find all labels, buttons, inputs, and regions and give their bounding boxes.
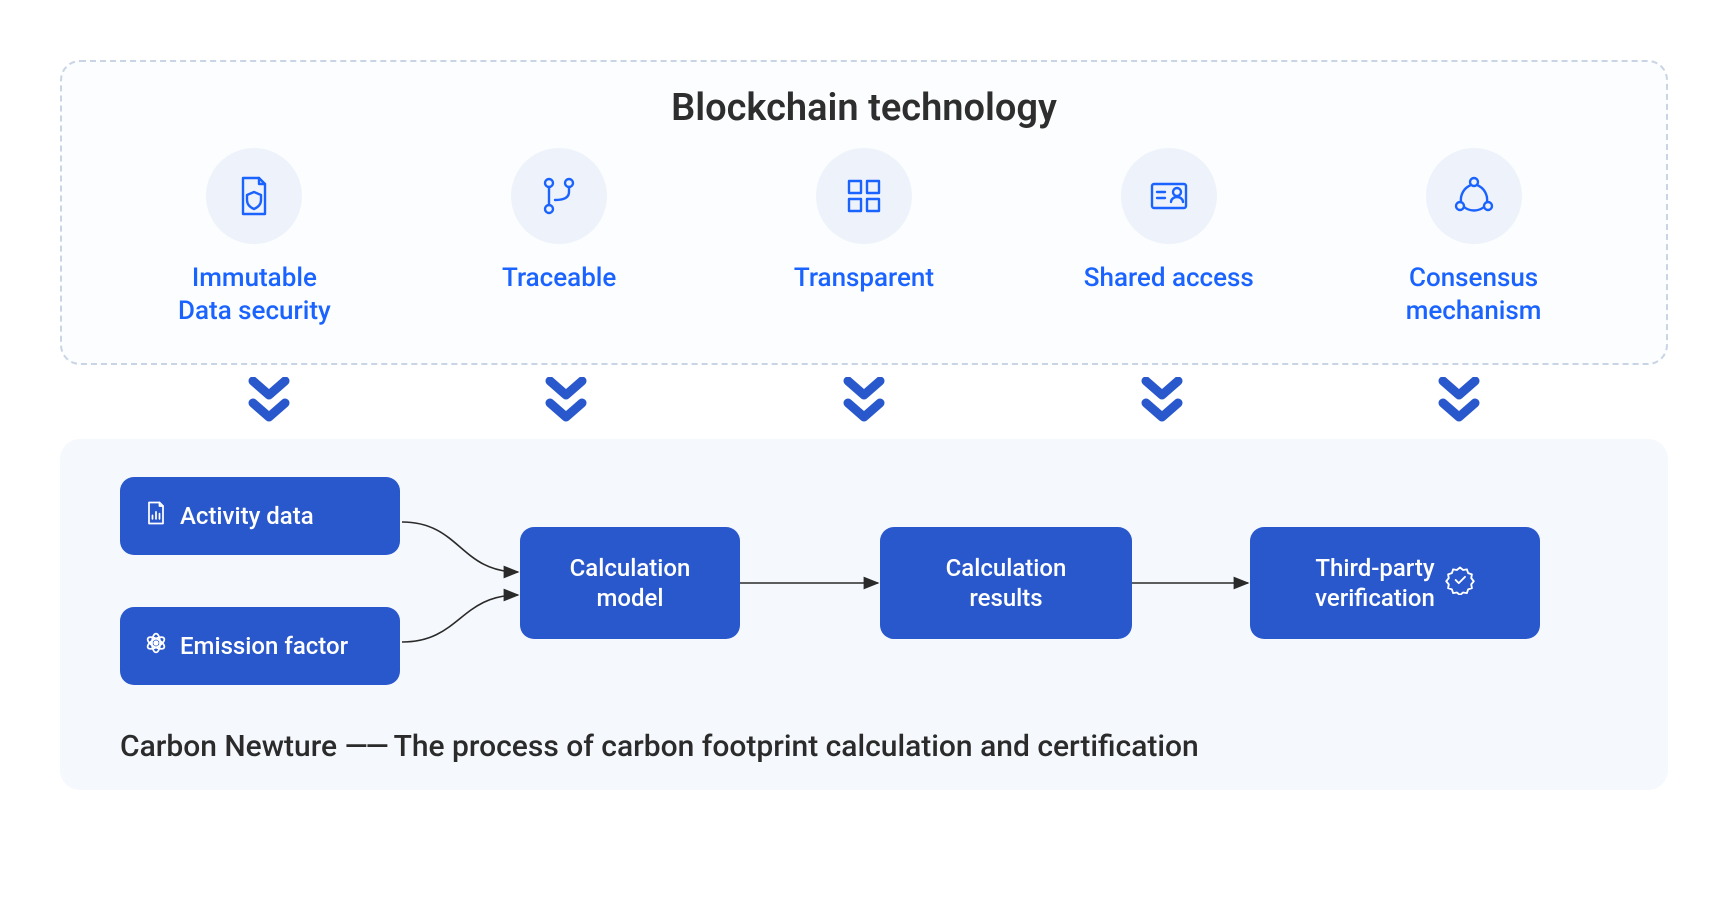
flow-area: Activity data Emission factor Calculation … [120, 477, 1608, 707]
process-panel: Activity data Emission factor Calculation … [60, 439, 1668, 790]
feature-label: Transparent [794, 262, 934, 295]
feature-item: Shared access [1016, 148, 1321, 295]
flow-box-label: Third-party verification [1315, 553, 1435, 613]
chevron-down-icon [120, 377, 418, 427]
chevron-down-icon [715, 377, 1013, 427]
feature-label: Traceable [502, 262, 616, 295]
feature-item: Immutable Data security [102, 148, 407, 327]
feature-item: Traceable [407, 148, 712, 295]
bottom-caption: Carbon Newture —— The process of carbon … [120, 729, 1608, 764]
feature-row: Immutable Data security Traceable Transpar… [102, 148, 1626, 327]
doc-chart-icon [142, 499, 170, 534]
flow-box-emission: Emission factor [120, 607, 400, 685]
caption-rest: The process of carbon footprint calculat… [394, 729, 1199, 764]
top-title: Blockchain technology [102, 86, 1626, 130]
flow-arrow [402, 595, 518, 642]
verified-icon [1445, 565, 1475, 602]
flow-arrow [402, 522, 518, 572]
diagram-wrapper: Blockchain technology Immutable Data sec… [60, 60, 1668, 790]
file-shield-icon [206, 148, 302, 244]
nodes-icon [1426, 148, 1522, 244]
flow-box-label: Activity data [180, 501, 314, 531]
flow-box-model: Calculation model [520, 527, 740, 639]
chevron-down-icon [1013, 377, 1311, 427]
flow-box-label: Calculation model [570, 553, 691, 613]
atom-icon [142, 629, 170, 664]
chevron-down-icon [418, 377, 716, 427]
chevron-down-icon [1310, 377, 1608, 427]
feature-label: Consensus mechanism [1406, 262, 1542, 327]
feature-item: Consensus mechanism [1321, 148, 1626, 327]
id-card-icon [1121, 148, 1217, 244]
grid-icon [816, 148, 912, 244]
flow-box-label: Emission factor [180, 631, 348, 661]
feature-item: Transparent [712, 148, 1017, 295]
feature-label: Shared access [1084, 262, 1254, 295]
blockchain-top-panel: Blockchain technology Immutable Data sec… [60, 60, 1668, 365]
flow-box-verify: Third-party verification [1250, 527, 1540, 639]
flow-box-activity: Activity data [120, 477, 400, 555]
caption-lead: Carbon Newture [120, 729, 337, 764]
feature-label: Immutable Data security [178, 262, 331, 327]
caption-emdash: —— [345, 729, 387, 764]
branch-icon [511, 148, 607, 244]
chevron-row [60, 365, 1668, 439]
flow-box-label: Calculation results [946, 553, 1067, 613]
flow-box-results: Calculation results [880, 527, 1132, 639]
